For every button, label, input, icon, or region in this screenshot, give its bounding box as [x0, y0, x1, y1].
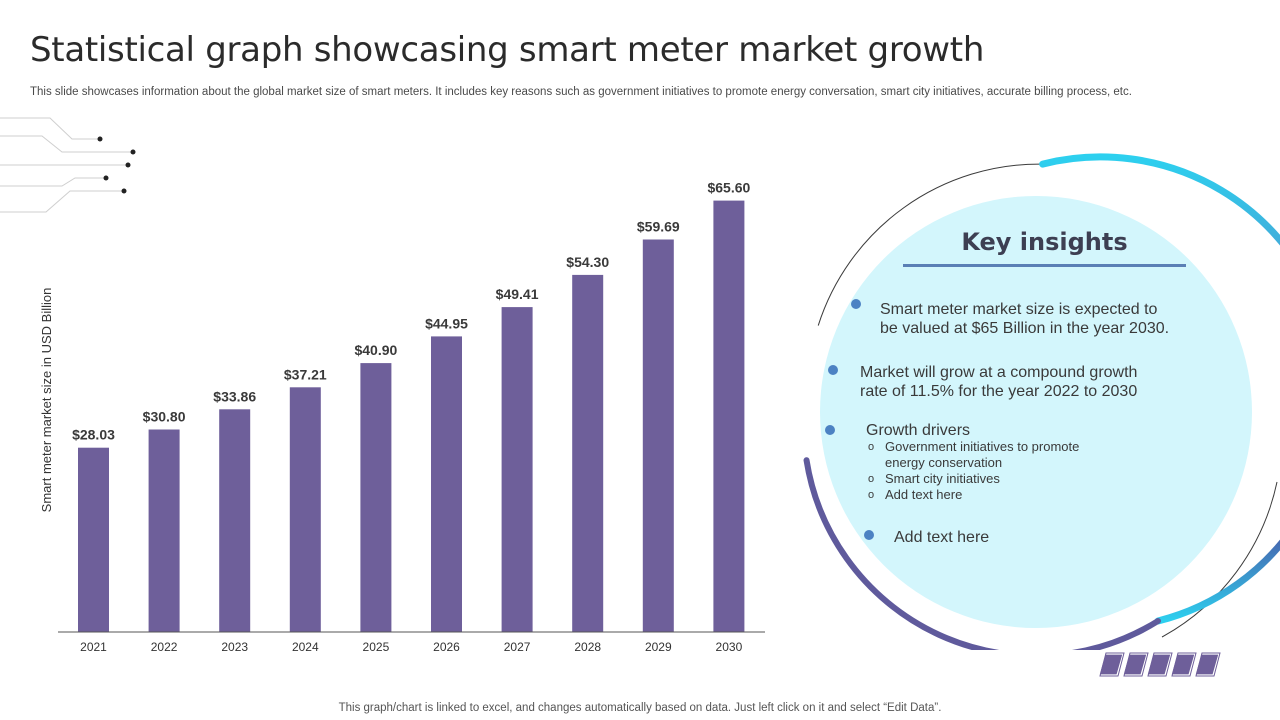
x-tick-label-2030: 2030 [716, 640, 743, 654]
x-tick-label-2027: 2027 [504, 640, 531, 654]
data-label-2021: $28.03 [72, 427, 115, 443]
key-insights-title: Key insights [961, 228, 1128, 256]
insight-item-1: Smart meter market size is expected to b… [880, 301, 1170, 337]
sub-item-2: o Smart city initiatives [868, 471, 1000, 486]
bullet-icon [864, 530, 874, 540]
bar-2028 [572, 274, 604, 632]
x-tick-label-2028: 2028 [574, 640, 601, 654]
thin-ring-arc-bottom [1161, 481, 1278, 638]
bar-2026 [431, 336, 462, 632]
x-tick-label-2023: 2023 [221, 640, 248, 654]
bar-2022 [148, 429, 180, 632]
bar-2024 [289, 387, 321, 632]
data-label-2025: $40.90 [354, 342, 397, 358]
key-insights-circle [803, 153, 1280, 650]
data-label-2022: $30.80 [143, 409, 186, 425]
sub-bullet-icon: o [868, 473, 875, 485]
thin-ring-arc [817, 163, 1043, 326]
slide-title: Statistical graph showcasing smart meter… [30, 30, 985, 70]
circuit-lines-decoration [0, 117, 136, 213]
bullet-icon [851, 299, 861, 309]
bar-2029 [642, 239, 674, 632]
insight-item-2: Market will grow at a compound growth ra… [860, 364, 1138, 400]
x-tick-label-2026: 2026 [433, 640, 460, 654]
parallelogram-decoration [1098, 652, 1221, 677]
insights-background-circle [820, 196, 1252, 628]
slide-subtitle: This slide showcases information about t… [30, 86, 1132, 98]
insight-item-4: Add text here [894, 529, 990, 546]
gradient-ring-arc [1039, 153, 1280, 625]
x-tick-label-2024: 2024 [292, 640, 319, 654]
sub-item-1: o Government initiatives to promote ener… [868, 439, 1080, 470]
x-tick-label-2029: 2029 [645, 640, 672, 654]
data-label-2026: $44.95 [425, 315, 468, 331]
bullet-icon [828, 365, 838, 375]
data-label-2024: $37.21 [284, 366, 327, 382]
purple-ring-arc [803, 457, 1161, 650]
y-axis-label: Smart meter market size in USD Billion [39, 288, 54, 513]
x-tick-label-2025: 2025 [363, 640, 390, 654]
key-insights-divider [903, 264, 1186, 267]
x-tick-label-2021: 2021 [80, 640, 107, 654]
bar-2025 [360, 363, 392, 632]
data-label-2023: $33.86 [213, 388, 256, 404]
sub-bullet-icon: o [868, 489, 875, 501]
bar-2030 [713, 200, 745, 632]
sub-bullet-icon: o [868, 441, 875, 453]
data-label-2028: $54.30 [566, 254, 609, 270]
sub-item-3: o Add text here [868, 487, 963, 502]
bar-2027 [501, 307, 533, 632]
bar-2023 [219, 409, 251, 632]
data-label-2027: $49.41 [496, 286, 539, 302]
x-tick-label-2022: 2022 [151, 640, 178, 654]
insight-item-3: Growth drivers [866, 422, 971, 439]
data-label-2029: $59.69 [637, 219, 680, 235]
bar-2021 [78, 447, 109, 632]
bullet-icon [825, 425, 835, 435]
footer-note: This graph/chart is linked to excel, and… [338, 702, 942, 714]
data-label-2030: $65.60 [707, 180, 750, 196]
bar-chart: Smart meter market size in USD Billion $… [39, 180, 765, 654]
